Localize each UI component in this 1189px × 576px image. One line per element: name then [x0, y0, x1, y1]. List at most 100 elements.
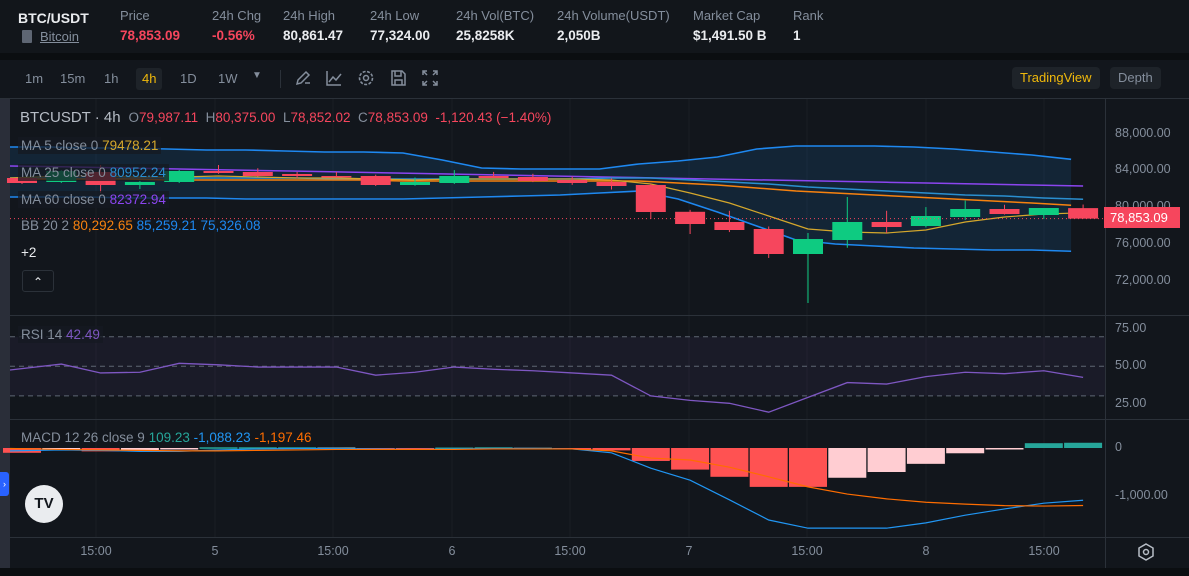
rsi-label: RSI 14: [21, 327, 63, 342]
price-axis-tick: 88,000.00: [1115, 126, 1171, 140]
price-axis-tick: 72,000.00: [1115, 273, 1171, 287]
ma60-value: 82372.94: [109, 192, 166, 207]
macd-histogram-bar: [1064, 442, 1103, 448]
stat-label: Rank: [793, 8, 824, 23]
fullscreen-icon[interactable]: [420, 68, 440, 88]
candle-body: [321, 175, 352, 178]
macd-histogram-bar: [789, 448, 827, 487]
candle-body: [793, 239, 823, 254]
toolbar-border: [0, 98, 1189, 99]
rsi-value: 42.49: [66, 327, 100, 342]
coin-info-link[interactable]: Bitcoin: [40, 29, 80, 44]
more-intervals-dropdown[interactable]: ▼: [252, 70, 262, 81]
legend-high: 80,375.00: [215, 110, 276, 125]
interval-tab[interactable]: 1D: [180, 71, 197, 86]
ma25-label: MA 25 close 0: [21, 165, 106, 180]
side-panel-toggle[interactable]: ›: [0, 472, 9, 496]
ma25-value: 80952.24: [109, 165, 166, 180]
price-axis-tick: 76,000.00: [1115, 236, 1171, 250]
legend-ma60[interactable]: MA 60 close 0 82372.94: [18, 191, 169, 208]
depth-tab[interactable]: Depth: [1110, 67, 1161, 89]
macd-histogram-bar: [1024, 443, 1063, 448]
stat-label: 24h Volume(USDT): [557, 8, 670, 23]
candle-body: [557, 179, 588, 184]
stat-value: $1,491.50 B: [693, 28, 767, 43]
ticker-header: BTC/USDT Bitcoin Price 78,853.09 24h Chg …: [0, 0, 1189, 53]
settings-gear-icon[interactable]: [356, 68, 376, 88]
bb-mid-value: 80,292.65: [72, 218, 133, 233]
stat-label: 24h High: [283, 8, 336, 23]
stat-label: Price: [120, 8, 150, 23]
macd-histogram-bar: [828, 448, 867, 478]
candle-body: [1068, 208, 1099, 219]
ma60-label: MA 60 close 0: [21, 192, 106, 207]
stat-value: 2,050B: [557, 28, 601, 43]
macd-axis-tick: 0: [1115, 440, 1122, 454]
legend-low-key: L: [282, 110, 291, 125]
collapse-legend-button[interactable]: ⌃: [22, 270, 54, 292]
candle-body: [439, 175, 470, 184]
interval-tab[interactable]: 15m: [60, 71, 86, 86]
save-icon[interactable]: [388, 68, 408, 88]
macd-histogram-bar: [238, 447, 277, 449]
toolbar-divider: [280, 70, 281, 88]
ma60-line: [9, 165, 1084, 187]
candle-body: [517, 176, 548, 182]
legend-rsi[interactable]: RSI 14 42.49: [18, 326, 103, 343]
candle-body: [950, 209, 981, 218]
tradingview-logo[interactable]: TV: [25, 485, 63, 523]
legend-change: -1,120.43 (−1.40%): [435, 110, 552, 125]
macd-signal-line: [9, 447, 1084, 507]
legend-ma5[interactable]: MA 5 close 0 79478.21: [18, 137, 162, 154]
chart-settings-icon[interactable]: [1136, 542, 1156, 562]
interval-tab[interactable]: 1h: [104, 71, 119, 86]
candle-body: [400, 182, 430, 186]
candle-body: [635, 185, 666, 213]
candle-body: [478, 175, 509, 178]
macd-axis-tick: -1,000.00: [1115, 488, 1168, 502]
last-price-tag: 78,853.09: [1104, 207, 1180, 228]
bb-label: BB 20 2: [21, 218, 70, 233]
interval-tab[interactable]: 1m: [25, 71, 44, 86]
interval-tab[interactable]: 1W: [218, 71, 238, 86]
macd-histogram-bar: [749, 448, 788, 487]
candle-body: [360, 175, 391, 186]
legend-low: 78,852.02: [290, 110, 351, 125]
bollinger-band-fill: [10, 145, 1072, 252]
stat-value: 1: [793, 28, 801, 43]
tradingview-tab[interactable]: TradingView: [1012, 67, 1100, 89]
stat-value: 78,853.09: [120, 28, 181, 43]
time-axis-tick: 5: [211, 544, 219, 558]
ma5-line: [9, 175, 1084, 234]
stat-label: Market Cap: [693, 8, 761, 23]
legend-macd[interactable]: MACD 12 26 close 9 109.23 -1,088.23 -1,1…: [21, 430, 312, 445]
time-axis-tick: 15:00: [554, 544, 586, 558]
indicators-icon[interactable]: [324, 68, 344, 88]
rsi-axis-tick: 25.00: [1115, 396, 1147, 410]
interval-tab[interactable]: 4h: [136, 68, 163, 90]
legend-open-key: O: [128, 110, 140, 125]
time-axis-tick: 6: [448, 544, 456, 558]
candle-body: [832, 222, 863, 241]
ma5-value: 79478.21: [102, 138, 159, 153]
macd-histogram-bar: [946, 448, 985, 454]
candle-body: [714, 222, 745, 231]
stat-value: -0.56%: [212, 28, 255, 43]
candle-body: [871, 222, 902, 228]
legend-ma25[interactable]: MA 25 close 0 80952.24: [18, 164, 169, 181]
rsi-axis-tick: 50.00: [1115, 358, 1147, 372]
time-axis-tick: 15:00: [1028, 544, 1060, 558]
macd-histogram-bar: [906, 448, 945, 464]
stat-label: 24h Vol(BTC): [456, 8, 535, 23]
draw-pencil-icon[interactable]: [293, 68, 313, 88]
more-indicators[interactable]: +2: [21, 245, 37, 260]
pair-title: BTC/USDT: [18, 10, 89, 26]
legend-symbol-row: BTCUSDT · 4h O79,987.11 H80,375.00 L78,8…: [20, 109, 551, 126]
candle-body: [1028, 208, 1059, 215]
candle-body: [203, 171, 234, 174]
legend-bb[interactable]: BB 20 2 80,292.65 85,259.21 75,326.08: [21, 218, 261, 233]
stat-value: 25,8258K: [456, 28, 515, 43]
legend-close-key: C: [358, 110, 368, 125]
candle-body: [989, 209, 1020, 214]
